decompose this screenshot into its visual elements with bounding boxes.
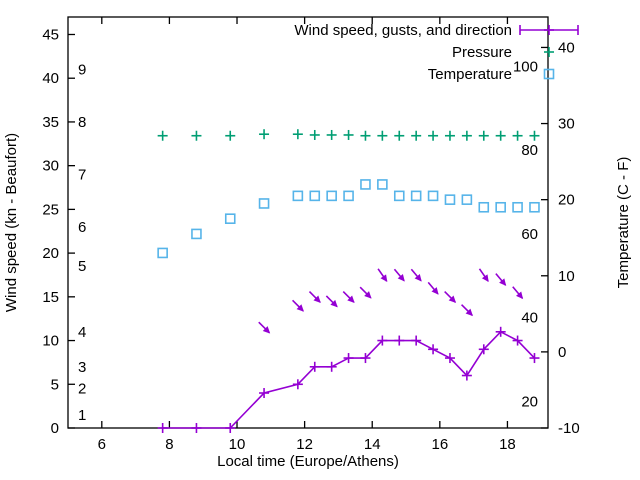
legend-marker-2 xyxy=(543,68,555,80)
y-tick-label: 20 xyxy=(42,245,59,262)
y-axis-title: Wind speed (kn - Beaufort) xyxy=(3,133,20,312)
data-point xyxy=(343,190,354,202)
y2-tick-label: -10 xyxy=(558,420,580,437)
y-tick-label: 35 xyxy=(42,114,59,131)
beaufort-label: 3 xyxy=(78,359,86,376)
y-tick-label: 0 xyxy=(51,420,59,437)
data-point xyxy=(529,201,540,213)
x-tick-label: 6 xyxy=(98,436,106,453)
y-tick-label: 10 xyxy=(42,333,59,350)
fahrenheit-label: 40 xyxy=(521,310,538,327)
legend-marker-1 xyxy=(544,47,554,57)
data-point xyxy=(377,179,388,190)
data-point xyxy=(393,190,405,202)
x-tick-label: 18 xyxy=(499,436,516,453)
y-tick-label: 30 xyxy=(42,158,59,175)
wind-arrow-head xyxy=(448,295,457,303)
wind-arrow-head xyxy=(347,295,355,303)
y-tick-label: 5 xyxy=(51,376,59,393)
wind-arrow-head xyxy=(481,274,489,283)
wind-arrow-head xyxy=(313,295,321,303)
wind-arrow-head xyxy=(414,274,422,282)
fahrenheit-label: 20 xyxy=(521,393,538,410)
data-point xyxy=(224,213,236,224)
beaufort-label: 9 xyxy=(78,61,86,78)
legend-label-0: Wind speed, gusts, and direction xyxy=(294,22,512,39)
y2-tick-label: 10 xyxy=(558,268,575,285)
y2-tick-label: 0 xyxy=(558,344,566,361)
data-point xyxy=(360,179,371,190)
x-tick-label: 12 xyxy=(296,436,313,453)
series-2 xyxy=(157,129,540,141)
y2-tick-label: 30 xyxy=(558,116,575,133)
y-tick-label: 25 xyxy=(42,201,59,218)
wind-arrow-head xyxy=(515,291,524,300)
data-point xyxy=(461,194,473,205)
data-point xyxy=(157,247,168,259)
legend-label-1: Pressure xyxy=(452,44,512,61)
series-3 xyxy=(157,179,540,259)
x-tick-label: 16 xyxy=(431,436,448,453)
y2-axis-title: Temperature (C - F) xyxy=(615,157,632,289)
x-tick-label: 8 xyxy=(165,436,173,453)
beaufort-label: 8 xyxy=(78,114,86,131)
data-point xyxy=(410,190,422,202)
y-tick-label: 15 xyxy=(42,289,59,306)
wind-arrow-head xyxy=(330,299,338,308)
wind-arrow-head xyxy=(380,274,388,283)
fahrenheit-label: 60 xyxy=(521,226,538,243)
wind-arrow-head xyxy=(465,308,473,317)
legend-point xyxy=(543,68,555,80)
x-tick-label: 14 xyxy=(364,436,381,453)
wind-arrow-head xyxy=(431,287,439,295)
wind-arrow-head xyxy=(364,291,372,299)
legend-label-2: Temperature xyxy=(428,66,512,83)
legend-marker-0 xyxy=(519,25,579,35)
wind-arrow-head xyxy=(296,304,304,312)
y-tick-label: 45 xyxy=(42,26,59,43)
wind-arrow-head xyxy=(499,278,507,286)
data-point xyxy=(512,201,523,213)
beaufort-label: 4 xyxy=(78,324,86,341)
wind-arrow-head xyxy=(262,326,271,334)
beaufort-label: 5 xyxy=(78,258,86,275)
data-point xyxy=(258,198,270,209)
fahrenheit-label: 100 xyxy=(513,58,538,75)
series-line xyxy=(162,330,536,429)
data-point xyxy=(191,228,202,240)
fahrenheit-label: 80 xyxy=(521,142,538,159)
beaufort-label: 6 xyxy=(78,219,86,236)
data-point xyxy=(326,190,337,202)
data-point xyxy=(292,190,304,202)
y2-tick-label: 20 xyxy=(558,192,575,209)
series-1 xyxy=(258,268,524,334)
data-point xyxy=(495,201,506,213)
data-point xyxy=(444,194,456,205)
y-tick-label: 40 xyxy=(42,70,59,87)
beaufort-label: 7 xyxy=(78,166,86,183)
plot-frame xyxy=(67,16,549,429)
x-tick-label: 10 xyxy=(229,436,246,453)
series-0 xyxy=(157,326,540,433)
data-point xyxy=(309,190,321,202)
y2-tick-label: 40 xyxy=(558,39,575,56)
beaufort-label: 1 xyxy=(78,407,86,424)
beaufort-label: 2 xyxy=(78,381,86,398)
data-point xyxy=(478,201,490,213)
x-axis-title: Local time (Europe/Athens) xyxy=(217,453,399,470)
wind-arrow-head xyxy=(397,274,405,282)
data-point xyxy=(427,190,439,202)
